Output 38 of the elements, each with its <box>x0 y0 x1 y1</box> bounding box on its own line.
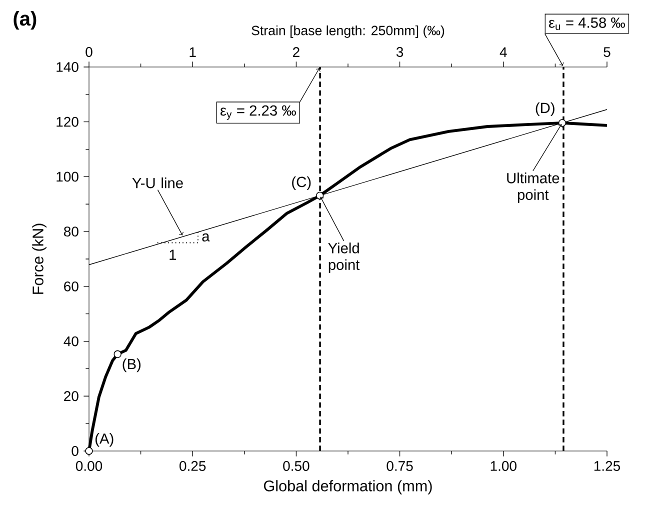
annotation: Ultimate point <box>507 172 560 203</box>
annotation: (D) <box>536 102 554 116</box>
y-tick-label: 80 <box>64 226 78 237</box>
annotation: Y-U line <box>132 177 183 188</box>
x-axis-title: Global deformation (mm) <box>264 480 432 494</box>
x2-tick-label: 1 <box>190 47 196 57</box>
x-tick-label: 1.00 <box>490 461 516 471</box>
annotation: (C) <box>292 176 311 190</box>
annotation: (A) <box>96 433 114 447</box>
x2-tick-label: 5 <box>604 47 610 57</box>
y-tick-label: 20 <box>64 391 78 402</box>
y-tick-label: 100 <box>56 172 78 182</box>
x-tick-label: 0.50 <box>283 461 310 471</box>
x2-axis-title: Strain [base length: 250mm] (‰) <box>252 25 444 38</box>
y-tick-label: 140 <box>56 62 78 72</box>
chart-title: (a) <box>14 11 36 30</box>
annotation: ε$_{u}$ = 4.58 ‰ <box>548 17 625 30</box>
x-tick-label: 1.25 <box>594 461 620 471</box>
y-tick-label: 0 <box>72 446 78 456</box>
x2-tick-label: 0 <box>86 47 92 57</box>
point <box>316 192 324 200</box>
x-tick-label: 0.25 <box>180 461 206 471</box>
point <box>85 447 93 455</box>
annotation: 1 <box>170 250 176 260</box>
x2-tick-label: 2 <box>293 47 300 57</box>
annotation: (B) <box>122 358 141 372</box>
x2-tick-label: 3 <box>396 47 404 57</box>
x2-tick-label: 4 <box>500 47 507 57</box>
point <box>114 350 122 358</box>
annotation: a <box>202 233 210 242</box>
x-tick-label: 0.75 <box>386 461 413 471</box>
annotation: Yield point <box>328 242 360 273</box>
x-tick-label: 0.00 <box>76 461 102 471</box>
y-tick-label: 40 <box>64 336 78 346</box>
annotation: ε$_{y}$ = 2.23 ‰ <box>220 105 296 120</box>
y-tick-label: 120 <box>56 116 78 127</box>
y-tick-label: 60 <box>64 281 78 292</box>
y-axis-title: Force (kN) <box>32 224 46 294</box>
